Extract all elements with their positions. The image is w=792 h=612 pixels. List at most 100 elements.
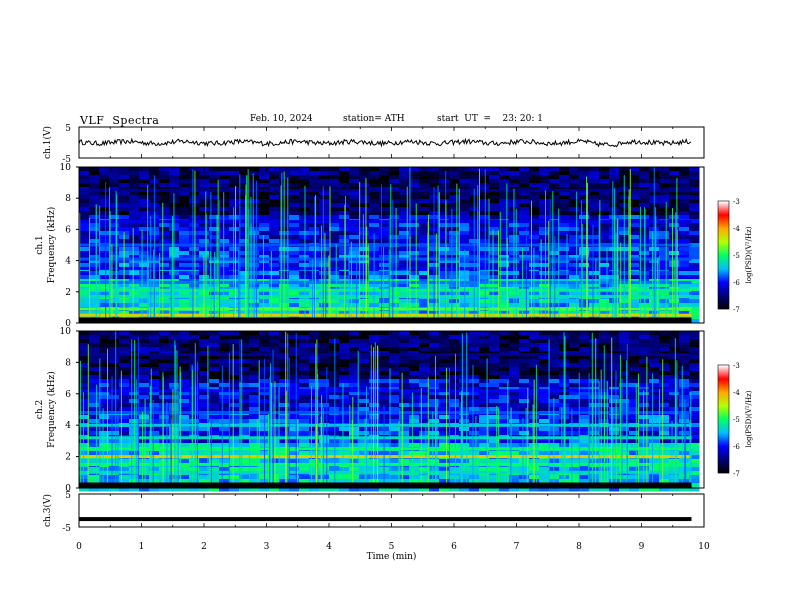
y-tick-label: 0	[65, 484, 71, 494]
sferic-streak	[120, 370, 122, 488]
y-tick-label: 4	[65, 421, 71, 431]
spectral-band	[79, 462, 692, 466]
sferic-streak	[365, 178, 367, 323]
sferic-streak	[621, 378, 623, 488]
sferic-streak	[383, 247, 385, 323]
sferic-streak	[639, 206, 641, 323]
sferic-streak	[552, 191, 554, 323]
spectrogram-image	[79, 167, 700, 324]
sferic-streak	[533, 247, 535, 323]
sferic-streak	[280, 185, 282, 323]
sferic-streak	[525, 407, 527, 488]
sferic-streak	[107, 348, 109, 488]
sferic-streak	[268, 414, 270, 488]
sferic-streak	[223, 192, 225, 323]
spectral-band	[79, 411, 692, 415]
sferic-streak	[79, 360, 81, 488]
sferic-streak	[591, 332, 593, 488]
x-tick-label: 1	[139, 542, 145, 552]
sferic-streak	[362, 214, 364, 323]
sferic-streak	[144, 398, 146, 488]
sferic-streak	[652, 231, 654, 323]
sferic-streak	[433, 186, 435, 323]
y-tick-label: 2	[65, 453, 71, 463]
colorbar-tick-label: -4	[733, 389, 740, 397]
sferic-streak	[191, 369, 193, 488]
spectral-band	[79, 243, 692, 247]
y-axis-label: ch.3(V)	[42, 494, 53, 527]
sferic-streak	[117, 415, 119, 488]
sferic-streak	[456, 183, 458, 323]
sferic-streak	[288, 357, 290, 488]
sferic-streak	[174, 340, 176, 488]
sferic-streak	[665, 201, 667, 323]
sferic-streak	[406, 186, 408, 323]
sferic-streak	[616, 218, 618, 323]
sferic-streak	[342, 382, 344, 488]
colorbar-tick-label: -3	[733, 362, 740, 370]
sferic-streak	[402, 403, 404, 488]
sferic-streak	[351, 419, 353, 488]
sferic-streak	[600, 369, 602, 488]
sferic-streak	[172, 216, 174, 323]
spectral-band	[79, 455, 692, 459]
sferic-streak	[535, 364, 537, 488]
y-tick-label: 2	[65, 288, 71, 298]
sferic-streak	[586, 176, 588, 323]
x-tick-label: 9	[639, 542, 645, 552]
spectral-band	[79, 188, 692, 192]
sferic-streak	[359, 181, 361, 323]
sferic-streak	[420, 388, 422, 488]
sferic-streak	[612, 181, 614, 323]
sferic-streak	[285, 331, 287, 488]
waveform-trace	[78, 137, 692, 148]
sferic-streak	[435, 233, 437, 323]
sferic-streak	[498, 409, 500, 488]
sferic-streak	[563, 332, 565, 488]
sferic-streak	[246, 175, 248, 323]
colorbar-tick-label: -7	[733, 470, 740, 478]
colorbar-tick-label: -5	[733, 416, 740, 424]
sferic-streak	[598, 214, 600, 323]
sferic-streak	[373, 233, 375, 323]
sferic-streak	[192, 169, 194, 323]
sferic-streak	[564, 336, 566, 488]
sferic-streak	[115, 190, 117, 323]
sferic-streak	[324, 232, 326, 323]
sferic-streak	[162, 372, 164, 488]
sferic-streak	[427, 377, 429, 488]
sferic-streak	[438, 192, 440, 323]
sferic-streak	[506, 237, 508, 323]
colorbar-frame	[717, 364, 730, 474]
sferic-streak	[586, 182, 588, 323]
sferic-streak	[615, 232, 617, 323]
sferic-streak	[83, 392, 85, 488]
sferic-streak	[177, 390, 179, 488]
sferic-streak	[370, 344, 372, 488]
spectral-band	[79, 447, 692, 451]
sferic-streak	[571, 408, 573, 488]
sferic-streak	[477, 184, 479, 323]
sferic-streak	[595, 258, 597, 323]
sferic-streak	[675, 212, 677, 323]
sferic-streak	[544, 190, 546, 323]
sferic-streak	[461, 390, 463, 488]
sferic-streak	[617, 218, 619, 323]
y-tick-label: 5	[65, 124, 71, 134]
sferic-streak	[411, 392, 413, 488]
y-axis-label: ch.2	[35, 400, 45, 419]
sferic-streak	[203, 255, 205, 323]
sferic-streak	[487, 408, 489, 488]
sferic-streak	[334, 338, 336, 488]
sferic-streak	[210, 417, 212, 488]
figure-title: VLF Spectra	[80, 114, 160, 127]
sferic-streak	[247, 169, 249, 323]
start-time-label: start UT = 23: 20: 1	[437, 114, 543, 124]
sferic-streak	[131, 339, 133, 488]
sferic-streak	[310, 386, 312, 488]
colorbar-tick-label: -6	[733, 443, 740, 451]
spectrogram-panel-1: 0 2 4 6 8 10 ch.1 Frequency (kHz) -3 -4 -5 -6 -7 log(…	[35, 163, 753, 329]
spectral-band	[79, 307, 692, 311]
sferic-streak	[274, 381, 276, 488]
